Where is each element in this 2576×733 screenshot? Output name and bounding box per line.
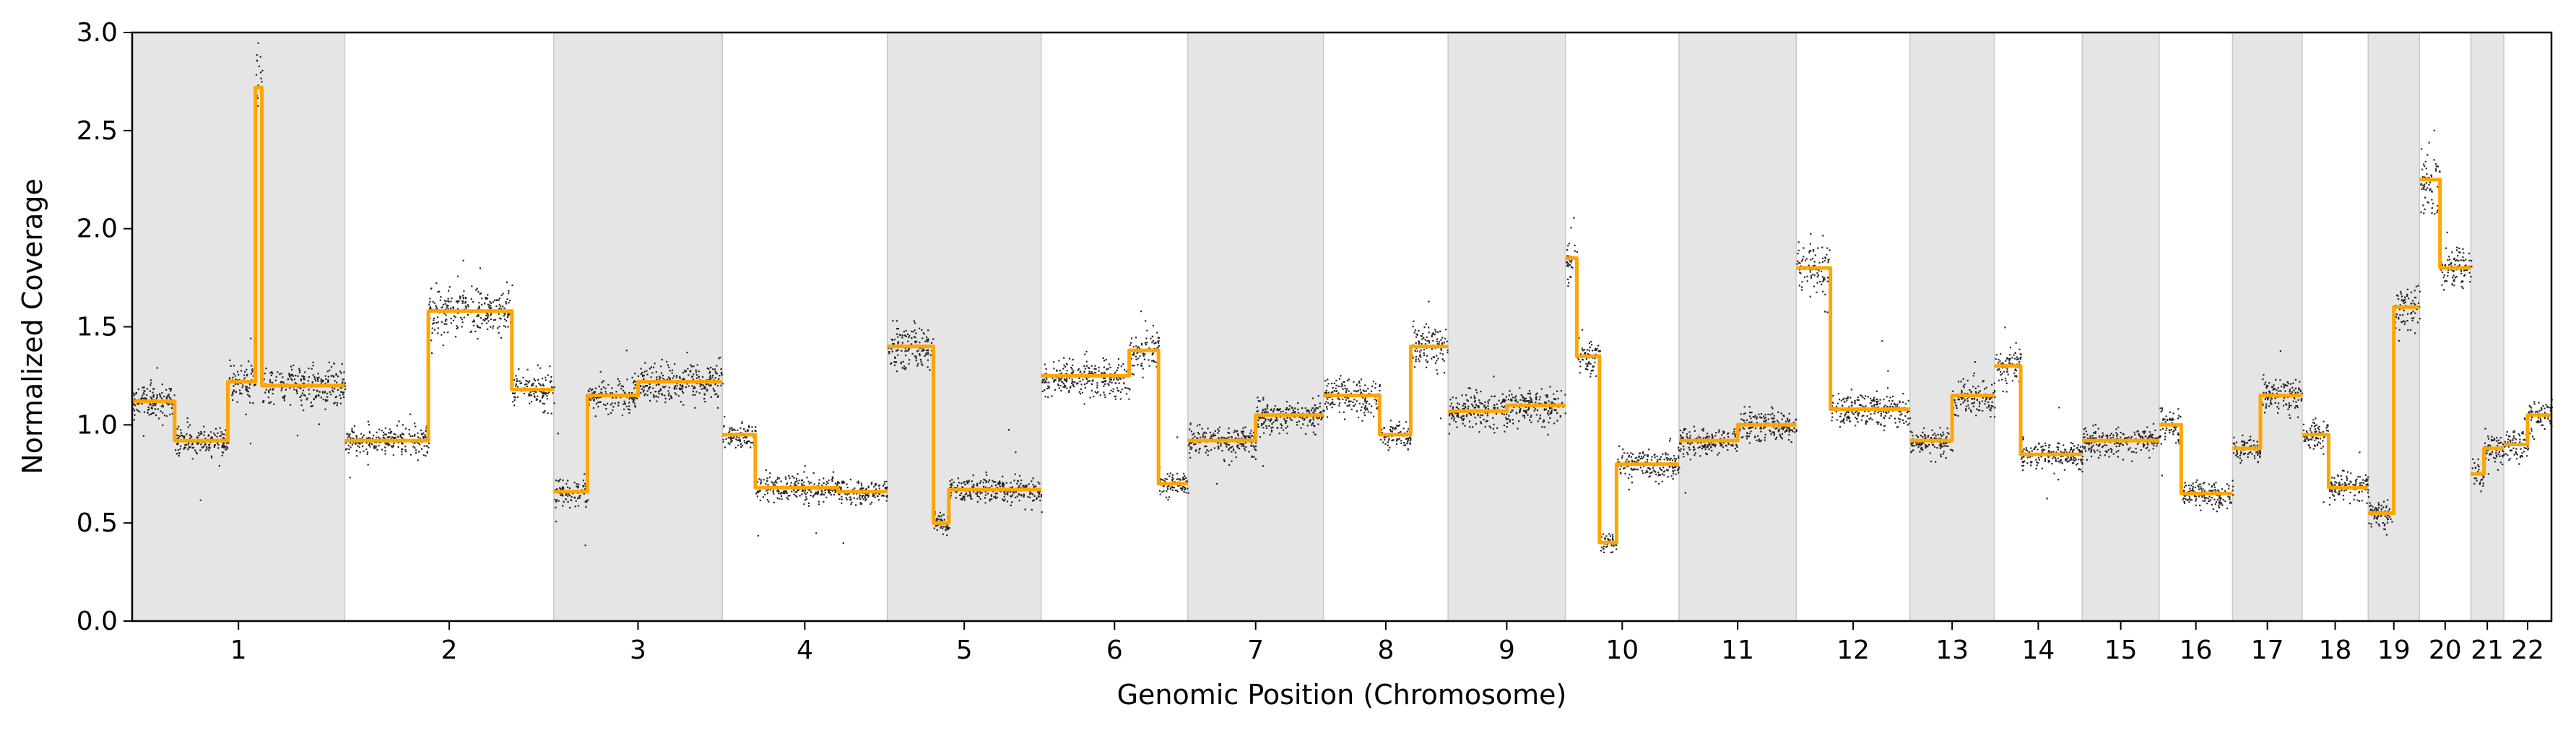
x-tick-label-15: 15 xyxy=(2104,636,2138,665)
coverage-points-chr-10 xyxy=(1566,217,1681,554)
coverage-points-chr-19 xyxy=(2368,285,2421,536)
coverage-points-chr-8 xyxy=(1324,300,1449,451)
segment-line-chr-4 xyxy=(722,433,888,494)
chromosome-band-3 xyxy=(552,32,723,622)
x-tick-label-7: 7 xyxy=(1247,636,1264,665)
segment-line-chr-12 xyxy=(1796,266,1910,412)
x-tick-label-16: 16 xyxy=(2180,636,2213,665)
chromosome-band-11 xyxy=(1678,32,1797,622)
coverage-points-chr-16 xyxy=(2159,407,2234,513)
coverage-points-chr-18 xyxy=(2302,417,2370,506)
y-tick-label-2.5: 2.5 xyxy=(77,116,118,146)
segment-line-chr-9 xyxy=(1448,403,1566,413)
chromosome-band-15 xyxy=(2081,32,2160,622)
x-tick-label-6: 6 xyxy=(1106,636,1123,665)
x-tick-label-17: 17 xyxy=(2251,636,2284,665)
x-tick-label-18: 18 xyxy=(2319,636,2352,665)
x-tick-label-11: 11 xyxy=(1721,636,1754,665)
chromosome-band-5 xyxy=(886,32,1042,622)
segment-lines xyxy=(132,85,2551,545)
chromosome-bands xyxy=(131,32,2505,622)
y-axis-label: Normalized Coverage xyxy=(17,178,48,474)
coverage-points-chr-2 xyxy=(344,259,555,479)
x-axis-ticks: 1 2 3 4 5 6 7 8 9 10 11 12 13 14 15 16 17 18 19 20 21 22 xyxy=(230,621,2544,665)
x-axis-label: Genomic Position (Chromosome) xyxy=(1117,679,1567,711)
x-tick-label-10: 10 xyxy=(1605,636,1639,665)
coverage-points-chr-14 xyxy=(1995,326,2083,500)
y-tick-label-1.0: 1.0 xyxy=(77,410,118,440)
x-tick-label-2: 2 xyxy=(441,636,458,665)
segment-line-chr-6 xyxy=(1041,348,1188,486)
y-axis-ticks: 0.0 0.5 1.0 1.5 2.0 2.5 3.0 xyxy=(77,18,132,636)
segment-line-chr-3 xyxy=(553,380,723,494)
coverage-points-chr-12 xyxy=(1796,233,1912,433)
coverage-points-chr-9 xyxy=(1448,376,1566,435)
x-tick-label-3: 3 xyxy=(630,636,646,665)
segment-line-chr-22 xyxy=(2504,413,2551,446)
x-tick-label-14: 14 xyxy=(2021,636,2055,665)
x-tick-label-20: 20 xyxy=(2429,636,2462,665)
y-tick-label-2.0: 2.0 xyxy=(77,214,118,244)
coverage-points-chr-15 xyxy=(2082,422,2161,462)
x-tick-label-1: 1 xyxy=(230,636,247,665)
coverage-points-chr-6 xyxy=(1041,311,1189,500)
y-tick-label-3.0: 3.0 xyxy=(77,18,118,48)
chromosome-band-1 xyxy=(131,32,346,622)
segment-line-chr-14 xyxy=(1994,364,2083,456)
segment-line-chr-10 xyxy=(1565,256,1679,545)
x-tick-label-21: 21 xyxy=(2471,636,2504,665)
segment-line-chr-18 xyxy=(2302,433,2369,490)
coverage-points-chr-13 xyxy=(1910,361,1996,463)
x-tick-label-5: 5 xyxy=(956,636,973,665)
coverage-points-chr-3 xyxy=(554,350,724,547)
x-tick-label-9: 9 xyxy=(1499,636,1515,665)
chromosome-band-7 xyxy=(1187,32,1324,622)
chromosome-band-17 xyxy=(2232,32,2303,622)
chromosome-band-13 xyxy=(1909,32,1995,622)
segment-line-chr-7 xyxy=(1187,413,1324,443)
segment-line-chr-20 xyxy=(2419,178,2471,270)
coverage-points-chr-17 xyxy=(2232,350,2304,464)
y-tick-label-0.5: 0.5 xyxy=(77,508,118,538)
chromosome-band-21 xyxy=(2470,32,2505,622)
segment-line-chr-1 xyxy=(132,85,345,443)
segment-line-chr-17 xyxy=(2232,394,2302,451)
segment-line-chr-5 xyxy=(887,344,1041,525)
segment-line-chr-16 xyxy=(2159,422,2233,495)
segment-line-chr-19 xyxy=(2368,305,2420,516)
segment-line-chr-11 xyxy=(1679,422,1797,443)
segment-line-chr-8 xyxy=(1323,344,1449,437)
x-tick-label-19: 19 xyxy=(2377,636,2411,665)
x-tick-label-4: 4 xyxy=(797,636,813,665)
coverage-points xyxy=(132,42,2553,554)
x-tick-label-8: 8 xyxy=(1377,636,1394,665)
coverage-points-chr-21 xyxy=(2471,428,2505,493)
x-tick-label-12: 12 xyxy=(1836,636,1870,665)
chromosome-band-9 xyxy=(1447,32,1566,622)
coverage-points-chr-22 xyxy=(2504,399,2553,465)
y-tick-label-1.5: 1.5 xyxy=(77,313,118,342)
segment-line-chr-2 xyxy=(344,309,554,443)
segment-line-chr-21 xyxy=(2471,446,2504,476)
x-tick-label-22: 22 xyxy=(2511,636,2544,665)
y-tick-label-0.0: 0.0 xyxy=(77,607,118,636)
plot-frame xyxy=(131,31,2553,623)
segment-line-chr-13 xyxy=(1909,394,1995,443)
x-tick-label-13: 13 xyxy=(1935,636,1969,665)
